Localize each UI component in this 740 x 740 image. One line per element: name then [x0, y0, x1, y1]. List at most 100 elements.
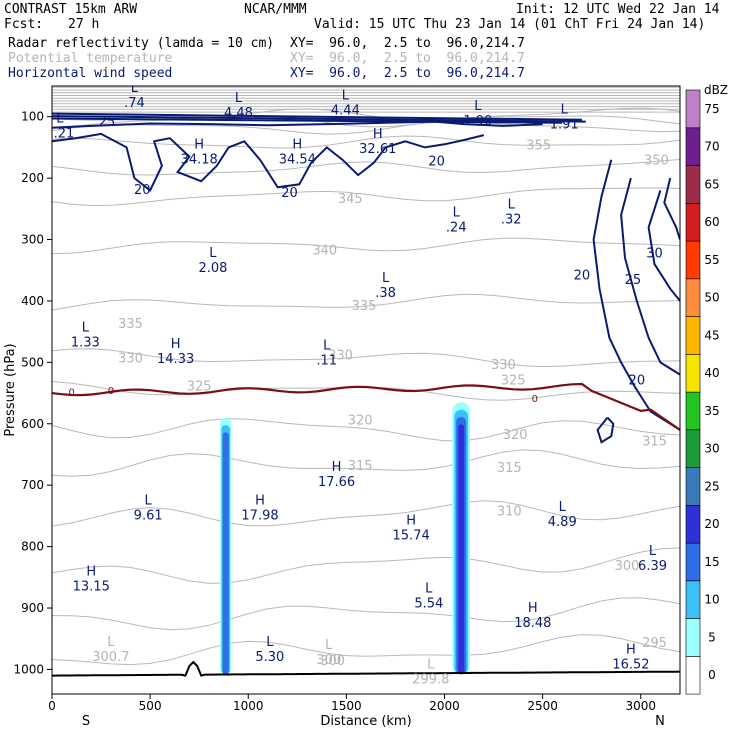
colorbar-swatch: [685, 203, 701, 242]
wind-extremum-value: 13.15: [73, 579, 110, 594]
wind-extremum-kind: H: [528, 601, 538, 616]
theta-contour: [52, 449, 680, 477]
wind-contours: [52, 112, 680, 444]
x-tick-label: 500: [139, 699, 162, 713]
colorbar-swatch: [685, 467, 701, 506]
theta-contour-label: 300: [615, 559, 640, 574]
colorbar-label: 50: [704, 291, 719, 305]
colorbar-swatch: [685, 504, 701, 544]
y-tick-label: 1000: [13, 662, 44, 676]
wind-extremum-kind: L: [323, 338, 331, 353]
wind-contour-label: 20: [574, 269, 591, 284]
theta-contour-label: 330: [328, 348, 353, 363]
wind-contour-label: 20: [629, 374, 646, 389]
wind-extremum-kind: L: [266, 635, 274, 650]
wind-extremum-value: 5.54: [414, 597, 443, 612]
field-wind-name: Horizontal wind speed: [8, 66, 173, 81]
colorbar-swatch: [685, 391, 701, 431]
theta-contour: [52, 115, 680, 128]
wind-extremum-value: 9.61: [134, 509, 163, 524]
wind-extremum-kind: L: [561, 102, 569, 117]
theta-contour: [52, 500, 680, 527]
terrain-group: [52, 660, 680, 677]
theta-contour: [52, 159, 680, 176]
field-theta-xy: XY= 96.0, 2.5 to 96.0,214.7: [290, 51, 525, 66]
theta-contour-label: 335: [118, 317, 143, 332]
south-label: S: [82, 714, 90, 729]
freezing-level-label: 0: [532, 394, 538, 405]
center-name: NCAR/MMM: [244, 2, 307, 17]
theta-contour: [52, 135, 680, 149]
wind-extremum-value: .24: [446, 221, 467, 236]
wind-extremum-value: .11: [316, 353, 337, 368]
terrain-line: [52, 660, 680, 677]
colorbar-label: 60: [704, 215, 719, 229]
colorbar-label: 5: [708, 630, 716, 644]
colorbar-label: 0: [708, 668, 716, 682]
wind-extremum-kind: H: [292, 137, 302, 152]
theta-contour-label: 320: [503, 428, 528, 443]
wind-contour-label: 20: [134, 183, 151, 198]
wind-extremum-value: 14.33: [157, 352, 194, 367]
wind-extremum-value: 34.18: [181, 152, 218, 167]
wind-contour-small: [596, 416, 615, 444]
wind-extremum-kind: L: [131, 81, 139, 96]
wind-extremum-kind: L: [649, 544, 657, 559]
theta-contour: [52, 418, 680, 442]
colorbar-swatch: [685, 278, 701, 317]
wind-extremum-value: 4.89: [548, 515, 577, 530]
theta-contour: [52, 237, 680, 255]
theta-contour-label: 300: [320, 654, 345, 669]
colorbar-swatch: [685, 240, 701, 280]
colorbar-label: 65: [704, 177, 719, 191]
wind-extremum-kind: H: [406, 513, 416, 528]
wind-contour-north-25: [620, 177, 680, 376]
y-tick-label: 700: [21, 478, 44, 492]
forecast-label: Fcst:: [4, 17, 44, 32]
colorbar-label: 20: [704, 517, 719, 531]
colorbar-swatch: [685, 127, 701, 166]
wind-extremum-value: 17.66: [318, 475, 355, 490]
colorbar-group: 0 5 10 15 20 25 30 35 40 45 50 55 60 65 70 75 dBZ: [685, 83, 728, 695]
valid-time: Valid: 15 UTC Thu 23 Jan 14 (01 ChT Fri …: [314, 17, 706, 32]
x-tick-label: 1500: [331, 699, 362, 713]
wind-extremum-kind: L: [145, 494, 153, 509]
theta-extremum-value: 299.8: [412, 673, 449, 688]
wind-extremum-value: 16.52: [612, 657, 649, 672]
wind-extremum-value: 15.74: [393, 528, 430, 543]
wind-extremum-kind: H: [86, 564, 96, 579]
theta-contour-label: 315: [348, 459, 373, 474]
colorbar-label: 15: [704, 555, 719, 569]
theta-contour: [52, 348, 680, 368]
wind-extremum-kind: L: [425, 582, 433, 597]
freezing-level-line: [52, 382, 680, 431]
colorbar-label: 70: [704, 140, 719, 154]
theta-contour-label: 325: [501, 374, 526, 389]
theta-contour-label: 320: [348, 413, 373, 428]
theta-contour-label: 315: [497, 461, 522, 476]
reflectivity-layer: [458, 424, 465, 675]
colorbar-units: dBZ: [704, 83, 728, 97]
x-axis-title: Distance (km): [320, 714, 411, 729]
plot-frame: [51, 85, 681, 695]
wind-jet-contour: [52, 112, 582, 121]
wind-jet-contour: [52, 115, 586, 123]
colorbar-label: 55: [704, 253, 719, 267]
wind-extremum-kind: L: [209, 246, 217, 261]
colorbar-swatch: [685, 353, 701, 393]
colorbar-swatch: [685, 655, 701, 695]
axes-group: 0 500 1000 1500 2000 2500 30001002003004005006…: [3, 110, 665, 729]
theta-contour-label: 295: [642, 636, 667, 651]
wind-extremum-kind: L: [382, 271, 390, 286]
y-tick-label: 200: [21, 171, 44, 185]
reflectivity-shading: [220, 402, 470, 675]
y-tick-label: 100: [21, 110, 44, 124]
colorbar-swatch: [685, 165, 701, 204]
theta-contour-label: 330: [491, 358, 516, 373]
theta-extremum-value: 300: [316, 653, 341, 668]
freezing-level: 0 0 0: [52, 382, 680, 431]
forecast-hour: 27 h: [68, 17, 100, 32]
field-reflectivity-name: Radar reflectivity (lamda = 10 cm): [8, 36, 275, 51]
